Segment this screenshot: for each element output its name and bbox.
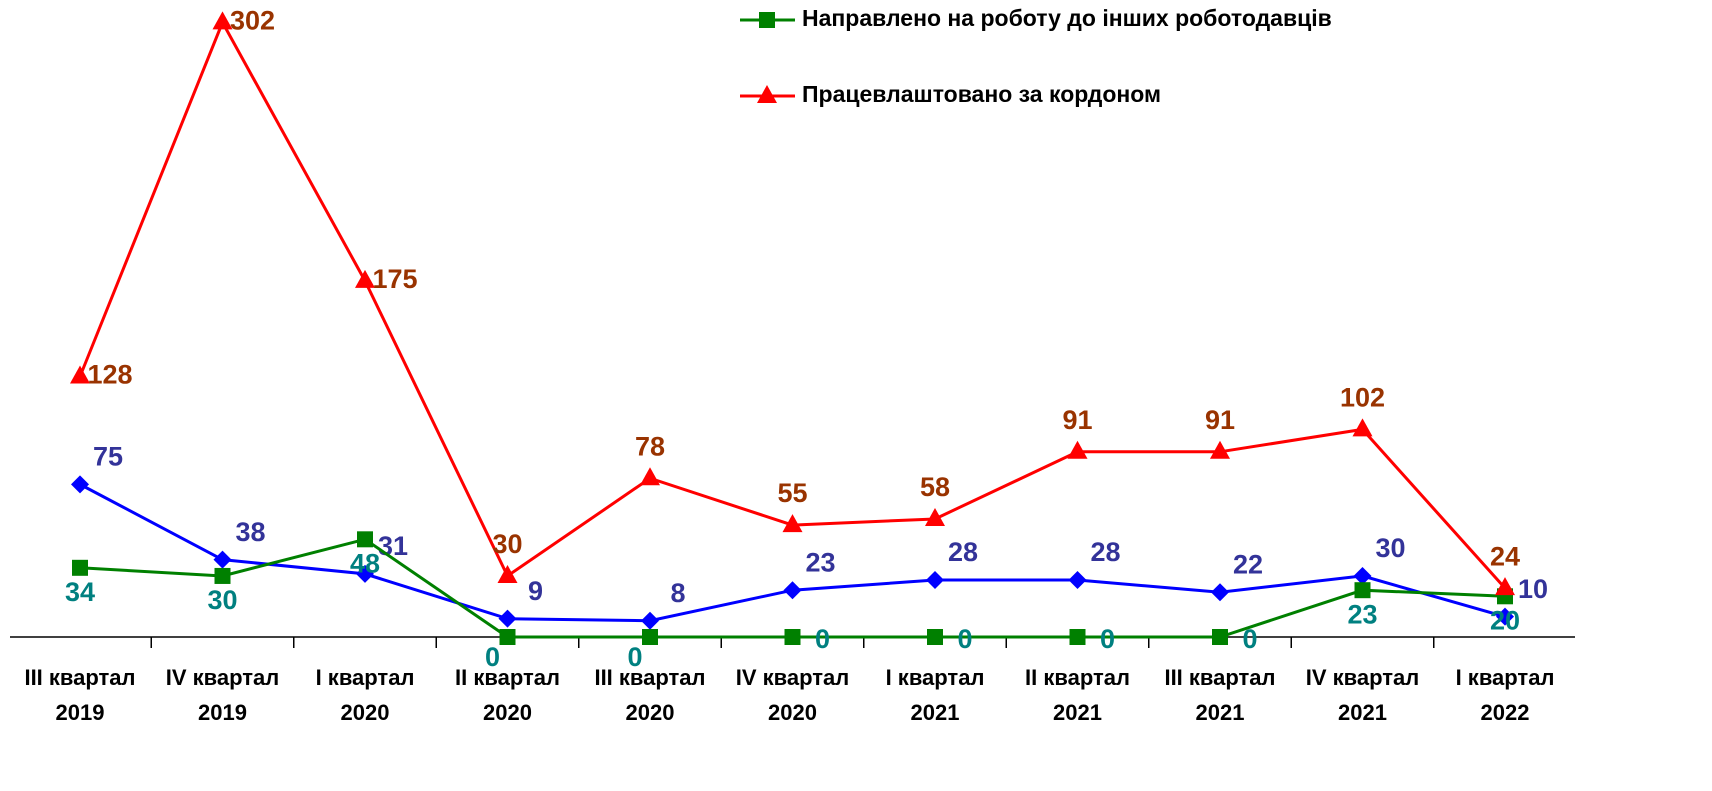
data-label: 22 [1233, 549, 1263, 579]
marker [925, 507, 945, 526]
data-label: 128 [87, 360, 132, 390]
data-label: 38 [235, 517, 265, 547]
marker [640, 467, 660, 486]
marker [1068, 571, 1087, 590]
data-label: 30 [1375, 533, 1405, 563]
marker [759, 12, 775, 28]
data-label: 8 [670, 578, 685, 608]
marker [355, 269, 375, 288]
data-label: 24 [1490, 541, 1520, 571]
data-label: 91 [1062, 405, 1092, 435]
data-label: 23 [1347, 599, 1377, 629]
data-label: 0 [1100, 624, 1115, 654]
marker [356, 564, 374, 583]
marker [926, 571, 944, 590]
data-label: 30 [207, 585, 237, 615]
data-label: 0 [815, 624, 830, 654]
marker [72, 559, 88, 576]
marker [782, 514, 803, 533]
x-tick-label: IV квартал [736, 665, 850, 690]
marker [642, 629, 658, 645]
marker [1067, 440, 1088, 459]
data-label: 0 [485, 642, 500, 672]
marker [783, 581, 802, 600]
legend-label: Працевлаштовано за кордоном [802, 81, 1161, 107]
data-label: 91 [1205, 405, 1235, 435]
data-label: 58 [920, 472, 950, 502]
x-tick-label: IV квартал [1306, 665, 1420, 690]
data-label: 55 [777, 478, 807, 508]
data-label: 48 [350, 548, 380, 578]
x-tick-label: I квартал [1456, 665, 1555, 690]
x-tick-label: 2020 [768, 700, 817, 725]
x-tick-label: III квартал [1164, 665, 1275, 690]
data-label: 302 [230, 6, 275, 36]
x-tick-label: I квартал [886, 665, 985, 690]
legend-label: Направлено на роботу до інших роботодавц… [802, 5, 1332, 31]
marker [70, 365, 90, 384]
x-tick-label: 2019 [56, 700, 105, 725]
x-tick-label: III квартал [24, 665, 135, 690]
x-tick-label: I квартал [316, 665, 415, 690]
marker [1496, 607, 1514, 626]
x-tick-label: 2021 [1338, 700, 1387, 725]
marker [357, 531, 373, 548]
x-tick-label: 2020 [483, 700, 532, 725]
marker [927, 629, 943, 645]
data-label: 175 [372, 264, 417, 294]
marker [1354, 582, 1371, 599]
marker [784, 629, 801, 645]
marker [1211, 583, 1229, 602]
data-label: 0 [627, 642, 642, 672]
marker [71, 475, 89, 494]
x-tick-label: 2021 [1196, 700, 1245, 725]
x-tick-label: II квартал [1025, 665, 1130, 690]
marker [498, 609, 517, 628]
marker [212, 11, 233, 30]
data-label: 9 [528, 576, 543, 606]
data-label: 78 [635, 431, 665, 461]
marker [641, 611, 659, 630]
marker [214, 567, 231, 584]
data-label: 102 [1340, 383, 1385, 413]
data-label: 0 [1242, 624, 1257, 654]
x-tick-label: 2019 [198, 700, 247, 725]
data-label: 23 [805, 547, 835, 577]
marker [1495, 577, 1515, 596]
data-label: 31 [378, 531, 408, 561]
marker [1212, 629, 1228, 645]
data-label: 20 [1490, 605, 1520, 635]
marker [1210, 440, 1230, 459]
data-label: 28 [1090, 537, 1120, 567]
marker [757, 85, 777, 103]
marker [497, 564, 518, 583]
data-label: 34 [65, 577, 95, 607]
x-tick-label: IV квартал [166, 665, 280, 690]
x-tick-label: II квартал [455, 665, 560, 690]
x-tick-label: 2022 [1481, 700, 1530, 725]
marker [213, 550, 232, 569]
x-tick-label: 2021 [1053, 700, 1102, 725]
x-tick-label: 2021 [911, 700, 960, 725]
x-tick-label: 2020 [341, 700, 390, 725]
x-tick-label: 2020 [626, 700, 675, 725]
marker [1352, 418, 1373, 437]
x-tick-label: III квартал [594, 665, 705, 690]
data-label: 28 [948, 537, 978, 567]
marker [499, 629, 516, 645]
data-label: 30 [492, 529, 522, 559]
marker [1069, 629, 1086, 645]
data-label: 10 [1518, 574, 1548, 604]
marker [1353, 566, 1372, 585]
data-label: 0 [957, 624, 972, 654]
data-label: 75 [93, 441, 123, 471]
